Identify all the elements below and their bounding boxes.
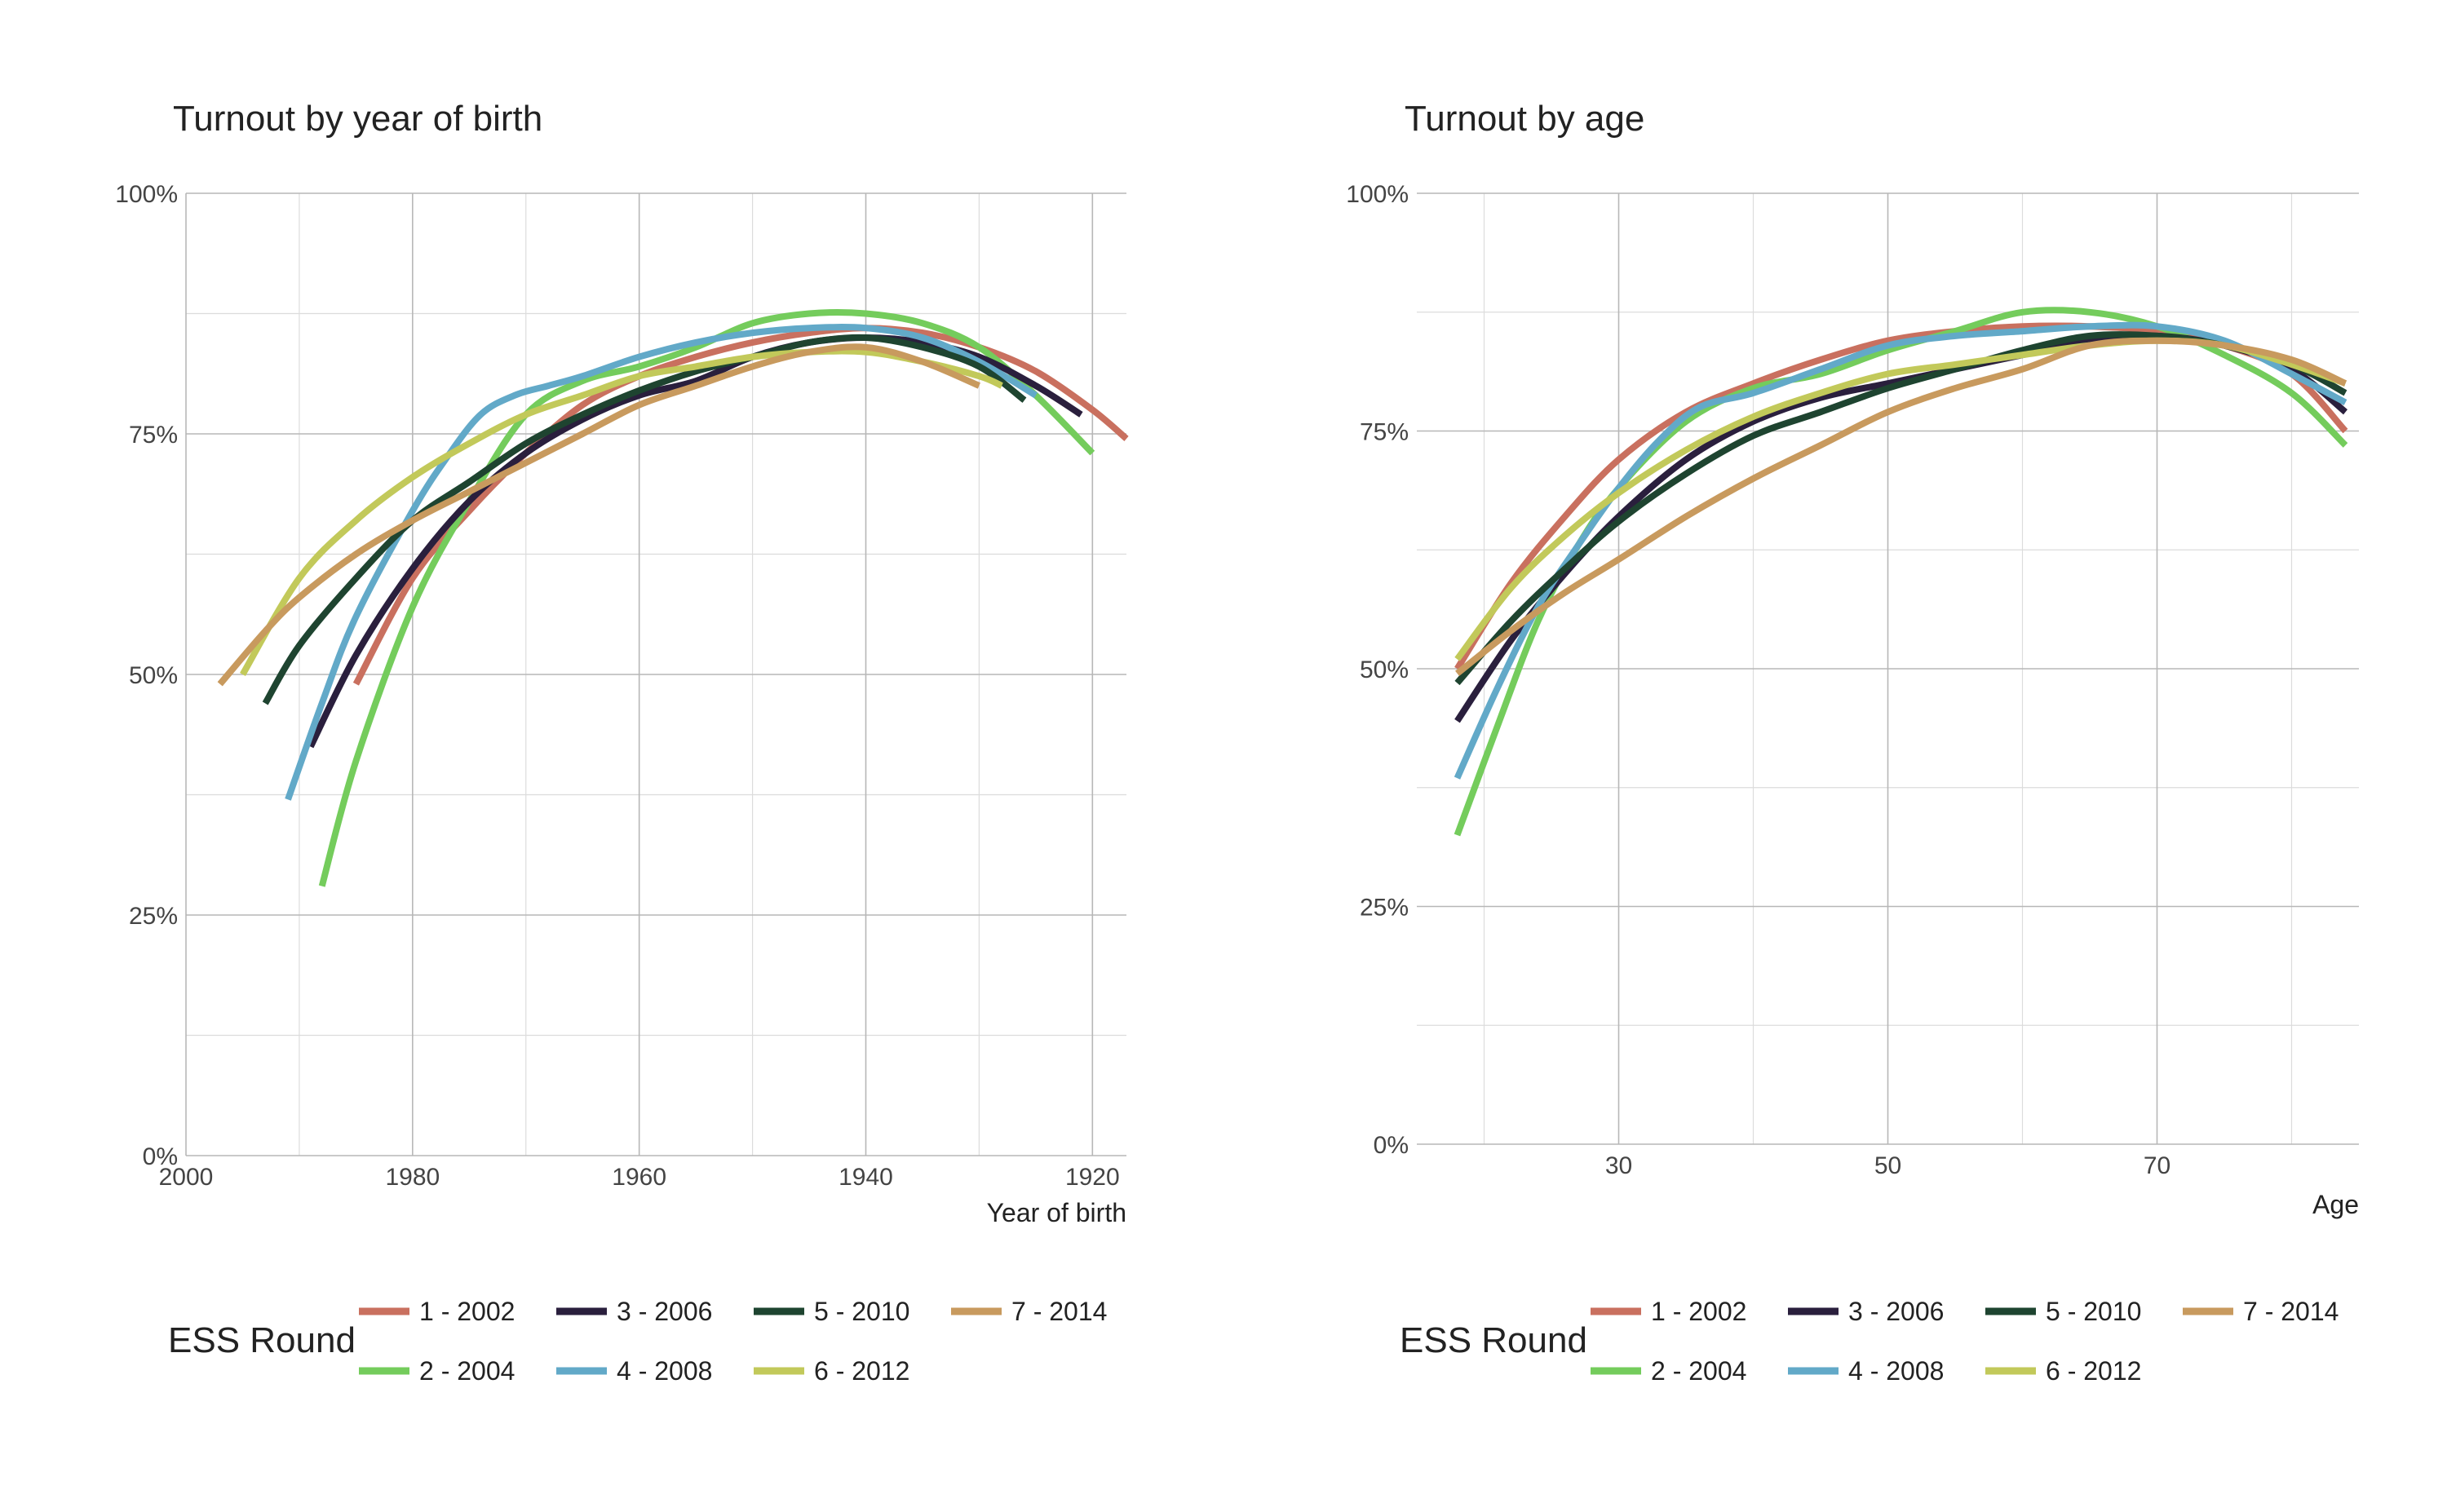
y-tick-label: 100% [115,181,178,208]
legend-label: 6 - 2012 [814,1356,909,1386]
legend-item: 2 - 2004 [359,1356,515,1386]
y-tick-label: 100% [1346,181,1409,208]
series-line-2-2004 [1454,307,2348,837]
tick-labels: 0% 25% 50% 75% 100% 2000 1980 1960 1940 1920 [115,181,1119,1191]
legend-item: 3 - 2006 [1788,1297,1944,1326]
legend-item: 1 - 2002 [359,1297,515,1326]
legend-title: ESS Round [168,1320,356,1360]
series-layer [1454,307,2348,837]
y-tick-label: 75% [1360,419,1409,446]
legend-item: 5 - 2010 [754,1297,909,1326]
legend-item: 7 - 2014 [951,1297,1107,1326]
series-line-4-2008 [1454,321,2347,780]
legend-label: 3 - 2006 [1848,1297,1944,1326]
legend-item: 6 - 2012 [1985,1356,2141,1386]
legend-label: 6 - 2012 [2046,1356,2141,1386]
chart-title: Turnout by age [1405,99,1644,139]
series-line-4-2008 [285,324,1038,801]
x-tick-label: 1940 [839,1164,893,1191]
legend-item: 4 - 2008 [1788,1356,1944,1386]
x-tick-label: 1960 [612,1164,666,1191]
legend-label: 1 - 2002 [419,1297,515,1326]
legend-label: 4 - 2008 [617,1356,712,1386]
x-tick-label: 50 [1874,1152,1901,1179]
y-tick-label: 75% [129,422,178,449]
legend-item: 2 - 2004 [1591,1356,1746,1386]
legend-item: 6 - 2012 [754,1356,909,1386]
grid [1417,192,2359,1145]
series-line-7-2014 [1455,337,2347,676]
legend-label: 5 - 2010 [2046,1297,2141,1326]
series-line-1-2002 [1454,322,2348,671]
series-line-6-2012 [1454,337,2347,661]
y-tick-label: 50% [129,662,178,689]
x-tick-label: 2000 [159,1164,214,1191]
chart-title: Turnout by year of birth [173,99,542,139]
x-axis-title: Year of birth [987,1198,1126,1227]
legend-label: 3 - 2006 [617,1297,712,1326]
panel-turnout-by-year-of-birth: Turnout by year of birth 0% 25% 50% 75% 100%… [115,99,1129,1386]
legend-label: 2 - 2004 [419,1356,515,1386]
series-line-2-2004 [318,309,1095,887]
series-line-5-2010 [262,334,1027,705]
panel-turnout-by-age: Turnout by age 0% 25% 50% 75% 100% 30 50 70 Age… [1346,99,2359,1386]
legend: ESS Round 1 - 2002 2 - 2004 3 - 2006 4 - 20… [1400,1297,2339,1386]
legend: ESS Round 1 - 2002 2 - 2004 3 - 2006 4 - 20… [168,1297,1107,1386]
legend-item: 3 - 2006 [556,1297,712,1326]
series-line-7-2014 [217,343,980,687]
legend-label: 5 - 2010 [814,1297,909,1326]
x-tick-label: 1920 [1065,1164,1120,1191]
legend-label: 2 - 2004 [1651,1356,1746,1386]
series-line-3-2006 [308,334,1083,749]
legend-label: 4 - 2008 [1848,1356,1944,1386]
y-tick-label: 25% [129,903,178,930]
series-line-5-2010 [1454,331,2347,686]
legend-item: 5 - 2010 [1985,1297,2141,1326]
legend-item: 4 - 2008 [556,1356,712,1386]
x-tick-label: 30 [1605,1152,1632,1179]
grid [185,192,1126,1156]
x-axis-title: Age [2312,1190,2359,1219]
y-tick-label: 0% [143,1143,178,1170]
legend-title: ESS Round [1400,1320,1587,1360]
legend-item: 1 - 2002 [1591,1297,1746,1326]
series-line-1-2002 [352,325,1129,686]
legend-item: 7 - 2014 [2183,1297,2339,1326]
x-tick-label: 70 [2144,1152,2170,1179]
x-tick-label: 1980 [385,1164,440,1191]
legend-label: 1 - 2002 [1651,1297,1746,1326]
tick-labels: 0% 25% 50% 75% 100% 30 50 70 [1346,181,2170,1179]
y-tick-label: 0% [1374,1132,1409,1159]
y-tick-label: 50% [1360,657,1409,683]
legend-label: 7 - 2014 [1011,1297,1107,1326]
y-tick-label: 25% [1360,895,1409,922]
legend-label: 7 - 2014 [2243,1297,2339,1326]
series-layer [217,309,1129,887]
